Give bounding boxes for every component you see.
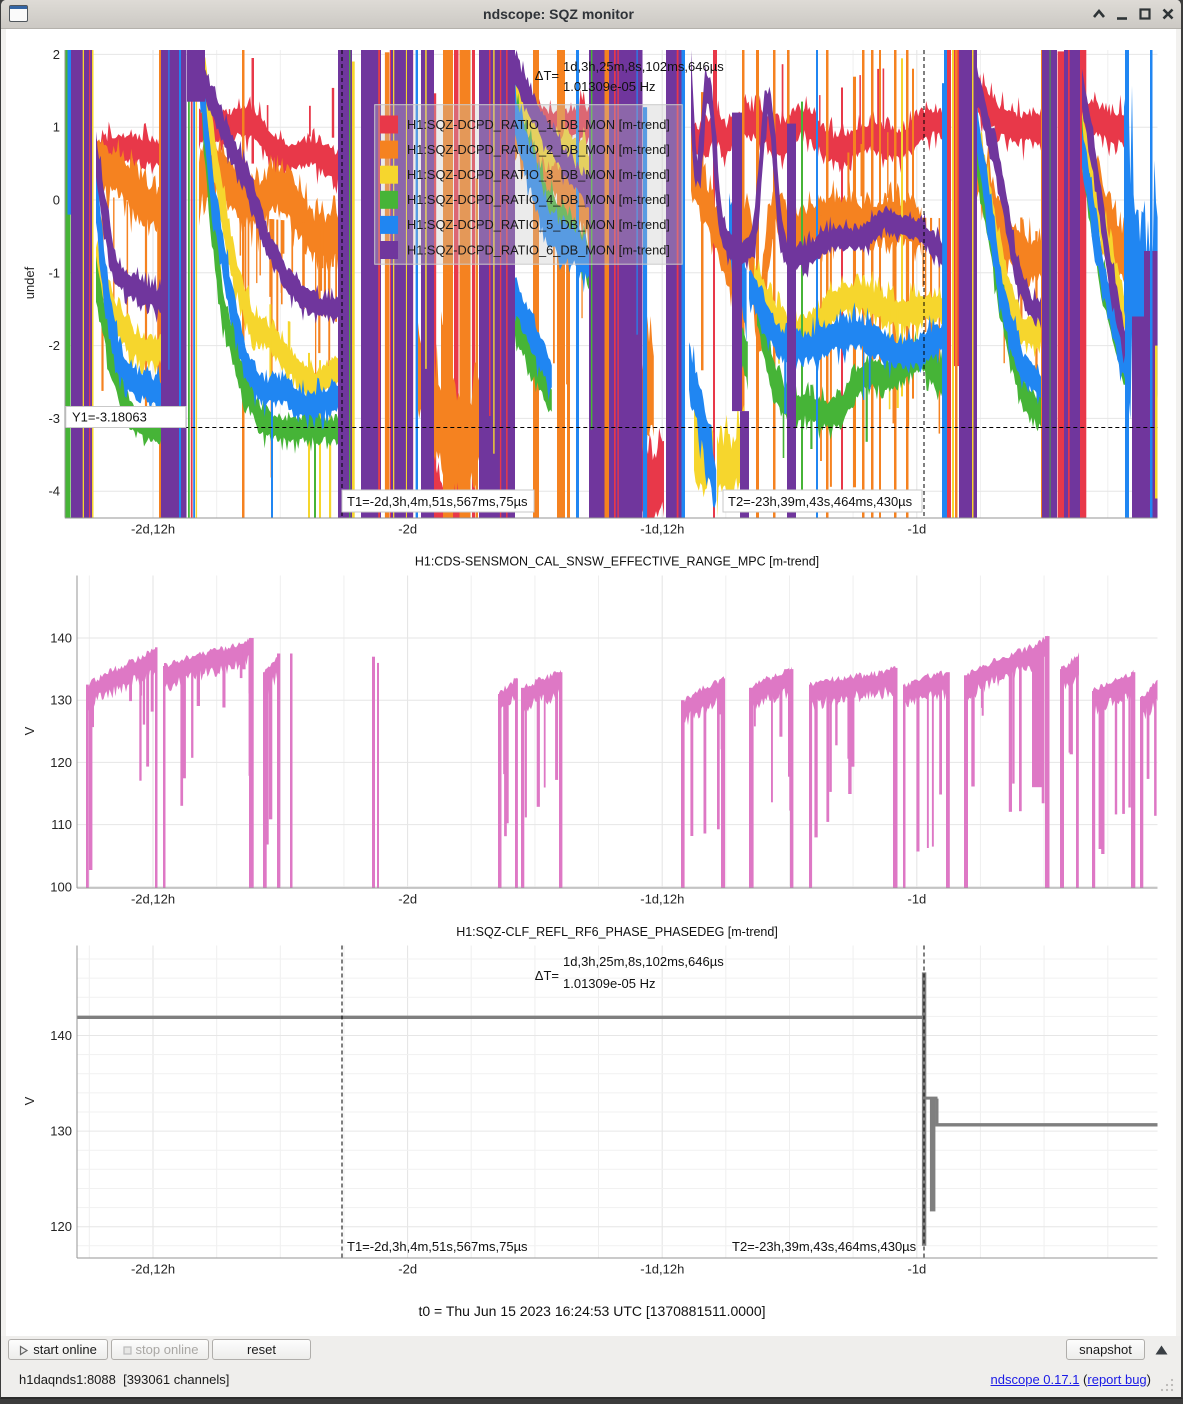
svg-text:1.01309e-05 Hz: 1.01309e-05 Hz <box>563 976 656 991</box>
svg-text:H1:SQZ-DCPD_RATIO_4_DB_MON [m-: H1:SQZ-DCPD_RATIO_4_DB_MON [m-trend] <box>407 192 670 207</box>
svg-text:0: 0 <box>53 193 60 208</box>
svg-text:-3: -3 <box>48 411 60 426</box>
svg-text:2: 2 <box>53 47 60 62</box>
svg-text:120: 120 <box>50 1219 72 1234</box>
svg-text:-2d,12h: -2d,12h <box>131 522 175 537</box>
svg-text:ΔT=: ΔT= <box>535 968 559 983</box>
svg-text:130: 130 <box>50 693 72 708</box>
svg-text:Y1=-3.18063: Y1=-3.18063 <box>72 410 147 425</box>
svg-text:ΔT=: ΔT= <box>535 68 559 83</box>
svg-text:V: V <box>22 726 37 735</box>
svg-text:T2=-23h,39m,43s,464ms,430µs: T2=-23h,39m,43s,464ms,430µs <box>728 494 913 509</box>
svg-text:1d,3h,25m,8s,102ms,646µs: 1d,3h,25m,8s,102ms,646µs <box>563 954 724 969</box>
svg-text:-2d,12h: -2d,12h <box>131 892 175 907</box>
svg-text:H1:SQZ-DCPD_RATIO_2_DB_MON [m-: H1:SQZ-DCPD_RATIO_2_DB_MON [m-trend] <box>407 142 670 157</box>
svg-text:140: 140 <box>50 631 72 646</box>
svg-text:H1:SQZ-DCPD_RATIO_1_DB_MON [m-: H1:SQZ-DCPD_RATIO_1_DB_MON [m-trend] <box>407 117 670 132</box>
svg-text:t0 = Thu Jun 15 2023 16:24:53: t0 = Thu Jun 15 2023 16:24:53 UTC [13708… <box>418 1303 765 1319</box>
svg-text:-1d: -1d <box>908 1262 927 1277</box>
svg-text:T1=-2d,3h,4m,51s,567ms,75µs: T1=-2d,3h,4m,51s,567ms,75µs <box>347 1239 528 1254</box>
svg-text:120: 120 <box>50 755 72 770</box>
svg-text:130: 130 <box>50 1124 72 1139</box>
svg-text:undef: undef <box>22 266 37 299</box>
svg-text:H1:SQZ-DCPD_RATIO_3_DB_MON [m-: H1:SQZ-DCPD_RATIO_3_DB_MON [m-trend] <box>407 167 670 182</box>
svg-text:-1d,12h: -1d,12h <box>640 892 684 907</box>
svg-text:T2=-23h,39m,43s,464ms,430µs: T2=-23h,39m,43s,464ms,430µs <box>732 1239 917 1254</box>
svg-text:-4: -4 <box>48 484 60 499</box>
svg-text:-2d: -2d <box>398 522 417 537</box>
svg-text:1: 1 <box>53 120 60 135</box>
svg-text:H1:CDS-SENSMON_CAL_SNSW_EFFECT: H1:CDS-SENSMON_CAL_SNSW_EFFECTIVE_RANGE_… <box>415 555 819 569</box>
svg-text:-2d: -2d <box>398 1262 417 1277</box>
svg-text:1.01309e-05 Hz: 1.01309e-05 Hz <box>563 79 656 94</box>
svg-text:H1:SQZ-DCPD_RATIO_6_DB_MON [m-: H1:SQZ-DCPD_RATIO_6_DB_MON [m-trend] <box>407 242 670 257</box>
svg-text:H1:SQZ-CLF_REFL_RF6_PHASE_PHAS: H1:SQZ-CLF_REFL_RF6_PHASE_PHASEDEG [m-tr… <box>456 925 778 939</box>
svg-text:-2: -2 <box>48 338 60 353</box>
svg-text:140: 140 <box>50 1028 72 1043</box>
svg-text:-1d,12h: -1d,12h <box>640 1262 684 1277</box>
svg-text:-1: -1 <box>48 265 60 280</box>
svg-text:-2d,12h: -2d,12h <box>131 1262 175 1277</box>
svg-text:-1d: -1d <box>908 522 927 537</box>
svg-text:H1:SQZ-DCPD_RATIO_5_DB_MON [m-: H1:SQZ-DCPD_RATIO_5_DB_MON [m-trend] <box>407 217 670 232</box>
svg-text:-2d: -2d <box>398 892 417 907</box>
svg-text:-1d: -1d <box>908 892 927 907</box>
svg-text:100: 100 <box>50 879 72 894</box>
svg-text:T1=-2d,3h,4m,51s,567ms,75µs: T1=-2d,3h,4m,51s,567ms,75µs <box>347 494 528 509</box>
svg-text:1d,3h,25m,8s,102ms,646µs: 1d,3h,25m,8s,102ms,646µs <box>563 59 724 74</box>
svg-text:-1d,12h: -1d,12h <box>640 522 684 537</box>
svg-text:V: V <box>22 1096 37 1105</box>
svg-text:110: 110 <box>51 817 72 832</box>
